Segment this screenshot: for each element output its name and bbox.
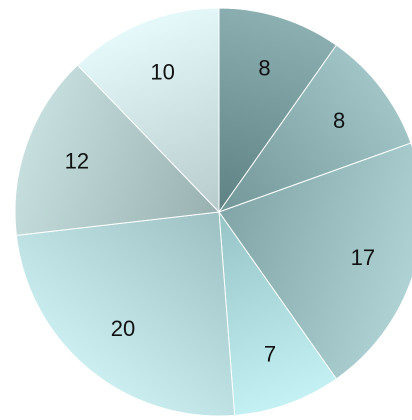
pie-slice bbox=[217, 44, 412, 214]
slice-label: 12 bbox=[65, 149, 89, 174]
pie-slices bbox=[14, 7, 412, 417]
pie-slice bbox=[15, 211, 236, 417]
slice-label: 20 bbox=[111, 316, 135, 341]
slice-label: 8 bbox=[258, 56, 270, 81]
pie-slice bbox=[14, 64, 221, 236]
pie-slice bbox=[218, 7, 338, 214]
slice-label: 8 bbox=[333, 108, 345, 133]
pie-slice bbox=[218, 210, 338, 416]
pie-slice bbox=[218, 142, 412, 380]
slice-label: 10 bbox=[150, 60, 174, 85]
slice-label: 7 bbox=[264, 342, 276, 367]
pie-labels: 8 8 17 7 20 12 10 bbox=[65, 56, 375, 367]
slice-label: 17 bbox=[351, 245, 375, 270]
pie-slice bbox=[76, 7, 220, 214]
